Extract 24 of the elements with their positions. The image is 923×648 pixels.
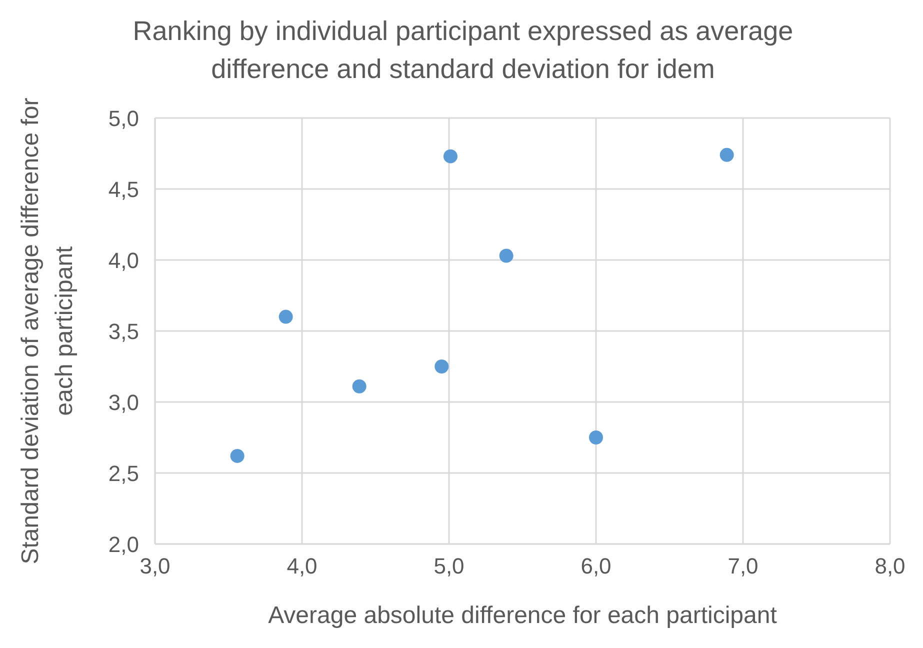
point <box>443 149 458 164</box>
y-tick-label: 3,0 <box>108 390 139 415</box>
y-tick-label: 5,0 <box>108 106 139 131</box>
y-tick-label: 3,5 <box>108 318 139 344</box>
point <box>499 248 514 263</box>
point <box>352 379 366 394</box>
point <box>589 430 603 444</box>
y-axis-title: Standard deviation of average difference for each participant <box>16 96 79 566</box>
y-tick-label: 2,5 <box>108 460 139 486</box>
point <box>434 360 449 374</box>
y-tick-label: 2,0 <box>108 532 139 557</box>
x-tick-label: 5,0 <box>434 554 464 579</box>
point <box>230 448 244 463</box>
chart-title: Ranking by individual participant expressed as average difference and standard deviation for idem <box>132 15 794 86</box>
x-axis-title: Average absolute difference for each participant <box>267 602 778 630</box>
point <box>720 148 734 162</box>
x-tick-label: 3,0 <box>140 554 170 579</box>
x-tick-label: 7,0 <box>728 554 758 579</box>
y-tick-label: 4,5 <box>108 176 139 202</box>
point <box>278 310 293 324</box>
x-tick-label: 8,0 <box>874 554 906 579</box>
y-tick-label: 4,0 <box>108 248 139 273</box>
x-tick-label: 6,0 <box>580 554 612 579</box>
x-tick-label: 4,0 <box>286 554 318 579</box>
